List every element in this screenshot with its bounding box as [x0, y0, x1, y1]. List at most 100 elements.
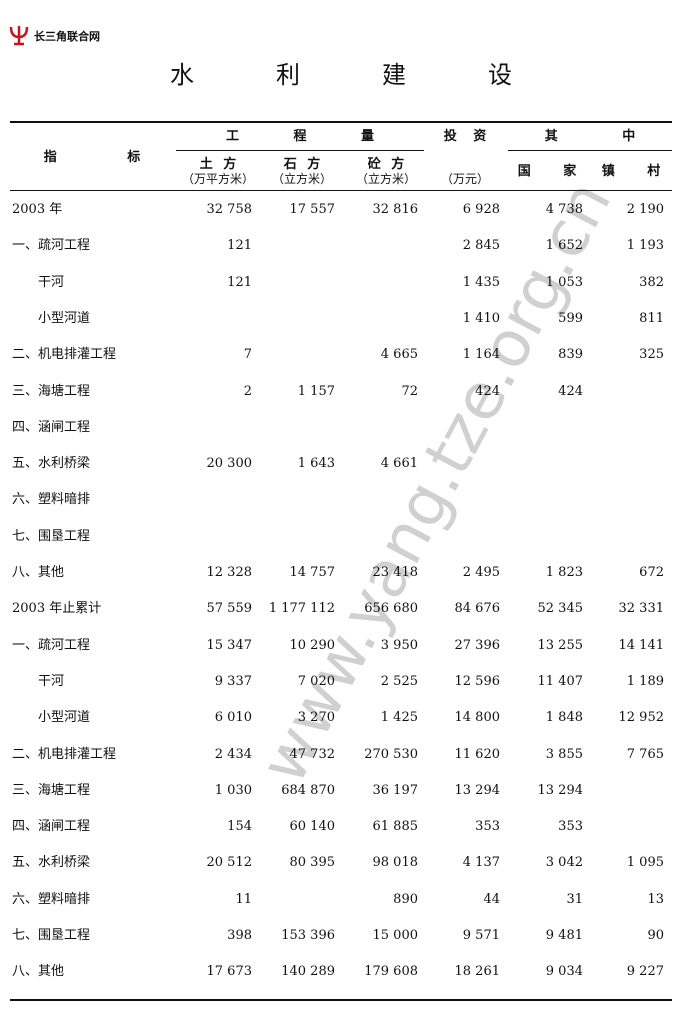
cell: 15 347 — [206, 637, 253, 653]
cell: 20 300 — [206, 456, 253, 472]
cell: 179 608 — [364, 964, 418, 980]
cell: 4 738 — [545, 202, 583, 217]
cell: 32 331 — [618, 601, 665, 617]
row-label: 三、海塘工程 — [12, 383, 91, 399]
column-header: 镇 村 — [601, 164, 661, 179]
cell: 4 665 — [380, 347, 418, 363]
cell: 672 — [639, 565, 664, 580]
bottom-rule — [10, 999, 672, 1001]
cell: 27 396 — [454, 637, 501, 653]
cell: 656 680 — [364, 601, 418, 617]
row-label: 一、疏河工程 — [12, 637, 91, 653]
cell: 154 — [227, 819, 252, 835]
cell: 20 512 — [206, 855, 253, 871]
header-rule — [508, 150, 672, 151]
logo-text: 长三角联合网 — [34, 30, 100, 43]
cell: 11 407 — [537, 673, 584, 689]
cell: 52 345 — [537, 601, 584, 617]
row-label: 六、塑料暗排 — [12, 891, 91, 907]
cell: 90 — [647, 928, 664, 943]
cell: 14 141 — [618, 637, 665, 653]
row-label: 五、水利桥梁 — [12, 456, 91, 472]
row-label: 二、机电排灌工程 — [12, 746, 117, 762]
cell: 7 020 — [297, 673, 335, 689]
cell: 684 870 — [281, 782, 335, 798]
row-label: 八、其他 — [12, 565, 65, 580]
page-title: 水利建设 — [170, 61, 594, 89]
cell: 3 950 — [380, 637, 418, 653]
row-label: 六、塑料暗排 — [12, 492, 91, 508]
cell: 2 190 — [626, 202, 664, 217]
cell: 1 435 — [462, 274, 500, 290]
cell: 9 571 — [462, 928, 500, 943]
logo-icon — [9, 26, 29, 46]
column-header: 投 资 — [443, 129, 487, 144]
column-header: 指 标 — [43, 150, 141, 165]
cell: 14 800 — [454, 710, 501, 726]
cell: 353 — [558, 819, 583, 835]
column-header: 其 中 — [544, 129, 636, 144]
cell: 1 157 — [297, 383, 335, 399]
cell: 398 — [227, 928, 252, 943]
cell: 15 000 — [372, 928, 419, 943]
column-unit: （万平方米） — [181, 172, 255, 186]
column-header: 石 方 — [283, 157, 321, 172]
column-unit: （万元） — [440, 172, 490, 186]
cell: 44 — [483, 891, 500, 907]
header-bottom-rule — [10, 190, 672, 191]
row-label: 2003 年止累计 — [12, 601, 102, 617]
row-label: 三、海塘工程 — [12, 782, 91, 798]
cell: 9 337 — [214, 673, 252, 689]
row-label: 小型河道 — [38, 310, 91, 326]
cell: 13 — [647, 891, 664, 907]
cell: 84 676 — [454, 601, 501, 617]
row-label: 干河 — [38, 274, 65, 290]
cell: 424 — [558, 383, 583, 399]
cell: 140 289 — [281, 964, 335, 980]
cell: 13 255 — [537, 637, 584, 653]
cell: 47 732 — [289, 746, 336, 762]
column-unit: （立方米） — [271, 172, 333, 186]
cell: 1 053 — [545, 274, 583, 290]
cell: 61 885 — [372, 819, 419, 835]
row-label: 二、机电排灌工程 — [12, 347, 117, 363]
cell: 4 661 — [380, 456, 418, 472]
cell: 18 261 — [454, 964, 501, 980]
cell: 1 643 — [297, 456, 335, 472]
row-label: 七、围垦工程 — [12, 928, 91, 943]
cell: 9 227 — [626, 964, 664, 980]
column-header: 工 程 量 — [225, 129, 375, 144]
cell: 270 530 — [364, 746, 418, 762]
row-label: 五、水利桥梁 — [12, 855, 91, 871]
cell: 1 177 112 — [268, 601, 335, 617]
cell: 382 — [639, 274, 664, 290]
cell: 1 848 — [545, 710, 583, 726]
cell: 10 290 — [289, 637, 336, 653]
column-unit: （立方米） — [355, 172, 417, 186]
row-label: 2003 年 — [12, 202, 63, 217]
cell: 1 030 — [214, 782, 252, 798]
cell: 599 — [558, 310, 583, 326]
cell: 2 495 — [462, 565, 500, 580]
row-label: 四、涵闸工程 — [12, 819, 91, 835]
cell: 1 193 — [626, 238, 664, 254]
cell: 121 — [227, 274, 252, 290]
cell: 1 189 — [626, 673, 664, 689]
cell: 7 765 — [626, 746, 664, 762]
cell: 80 395 — [289, 855, 336, 871]
cell: 3 270 — [297, 710, 335, 726]
cell: 32 758 — [206, 202, 253, 217]
cell: 17 673 — [206, 964, 253, 980]
cell: 17 557 — [289, 202, 336, 217]
top-rule — [10, 121, 672, 123]
cell: 98 018 — [372, 855, 419, 871]
cell: 7 — [243, 347, 252, 363]
cell: 72 — [401, 383, 418, 399]
column-header: 砼 方 — [367, 157, 405, 172]
cell: 1 425 — [380, 710, 418, 726]
cell: 11 — [235, 891, 252, 907]
cell: 31 — [566, 891, 583, 907]
cell: 23 418 — [372, 565, 419, 580]
cell: 3 855 — [545, 746, 583, 762]
